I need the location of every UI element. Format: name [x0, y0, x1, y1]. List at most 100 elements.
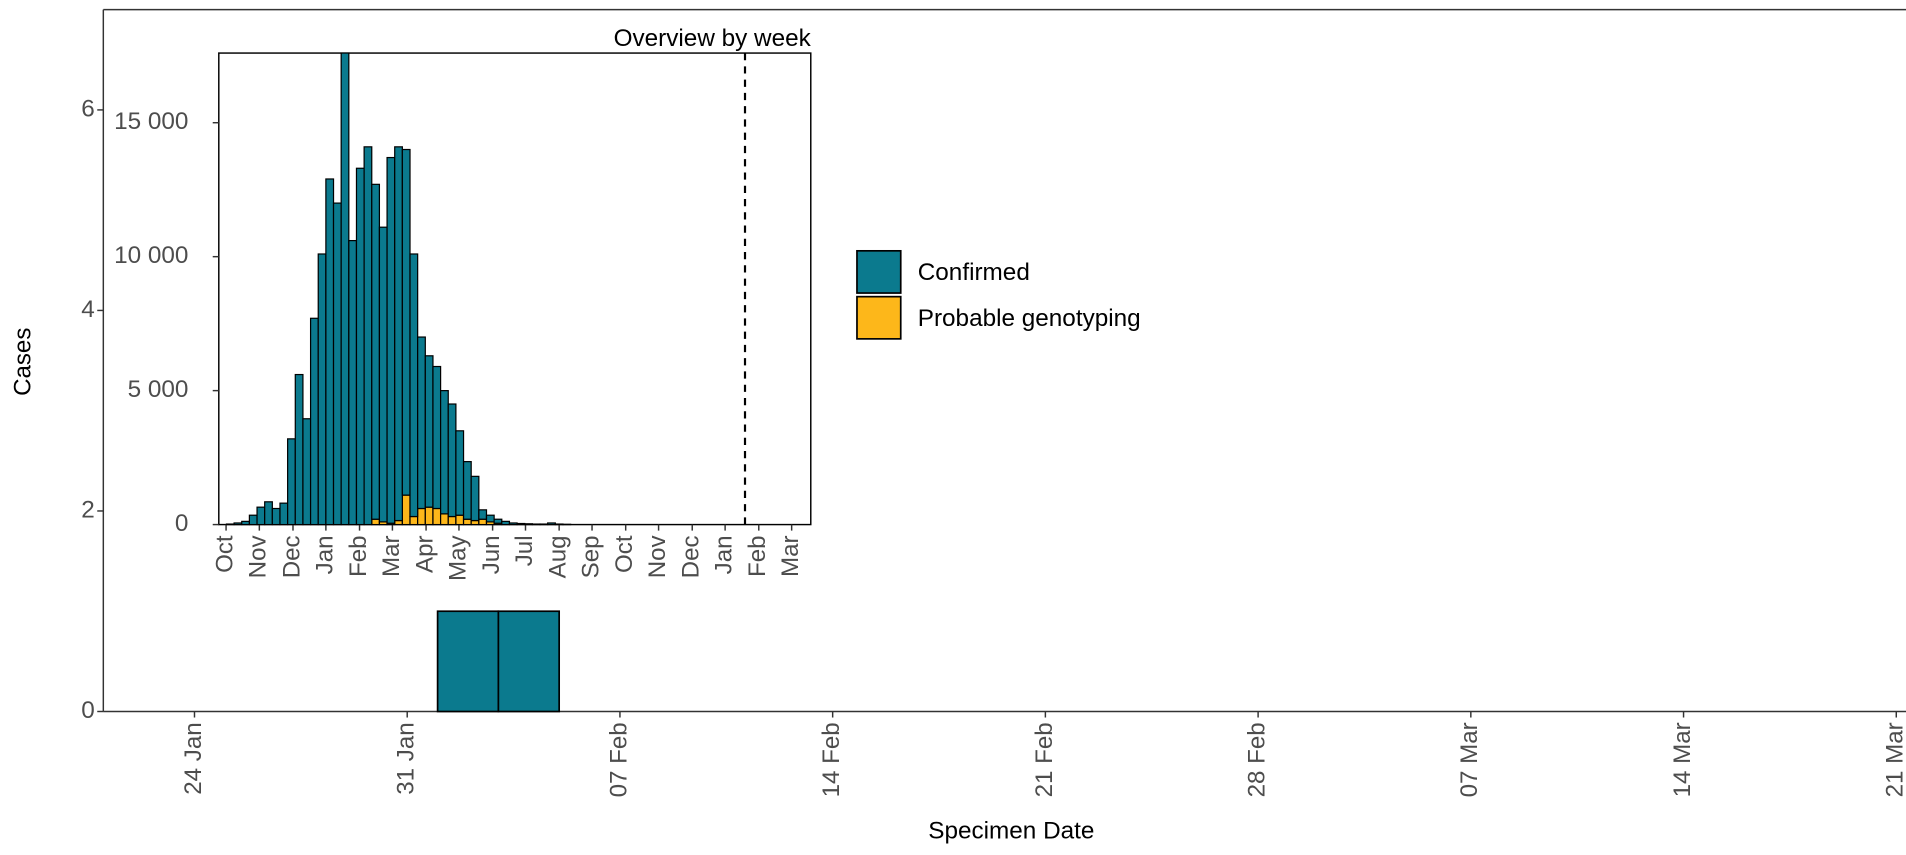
- bar: [547, 522, 556, 526]
- bar: [432, 507, 442, 526]
- bar: [554, 523, 564, 526]
- y-axis-title: Cases: [10, 328, 37, 396]
- x-tick-label: Jun: [478, 535, 505, 574]
- bar: [394, 146, 403, 522]
- x-tick-label: Aug: [544, 535, 571, 578]
- bar: [539, 523, 549, 526]
- bar: [447, 403, 457, 518]
- bar: [309, 317, 319, 526]
- legend-swatch: [856, 295, 902, 340]
- y-tick-label: 6: [81, 95, 95, 122]
- bar: [248, 514, 258, 526]
- bar: [317, 253, 327, 526]
- x-tick-label: Nov: [245, 535, 272, 579]
- x-tick-label: 07 Mar: [1456, 722, 1483, 797]
- bar: [409, 253, 419, 518]
- x-tick-label: Nov: [644, 535, 671, 579]
- bar: [470, 475, 480, 522]
- bar: [439, 513, 449, 526]
- bar: [256, 506, 266, 526]
- legend-label: Probable genotyping: [918, 305, 1141, 332]
- bar: [524, 523, 533, 526]
- x-tick-label: Sep: [577, 535, 604, 578]
- x-tick-label: 24 Jan: [180, 722, 207, 794]
- bar: [401, 494, 411, 526]
- bar: [501, 520, 511, 526]
- bar: [417, 507, 426, 526]
- x-tick-label: 28 Feb: [1243, 722, 1270, 797]
- bar: [409, 515, 419, 526]
- bar: [386, 156, 396, 524]
- x-tick-label: May: [444, 535, 471, 581]
- legend-label: Confirmed: [918, 259, 1030, 286]
- legend-swatch: [856, 249, 902, 294]
- bar: [455, 514, 465, 526]
- x-tick-label: 14 Feb: [818, 722, 845, 797]
- x-tick-label: 21 Feb: [1031, 722, 1058, 797]
- x-tick-label: Dec: [278, 535, 305, 578]
- bar: [302, 418, 312, 526]
- bar: [355, 167, 365, 526]
- y-tick-label: 2: [81, 496, 95, 523]
- bar: [371, 183, 381, 520]
- bar: [439, 390, 449, 515]
- bar: [493, 518, 503, 524]
- bar: [455, 430, 465, 516]
- x-tick-label: 14 Mar: [1669, 722, 1696, 797]
- x-tick-label: Feb: [744, 535, 771, 577]
- bar: [432, 365, 442, 510]
- x-tick-label: Mar: [777, 535, 804, 577]
- y-tick-label: 10 000: [114, 242, 188, 269]
- x-tick-label: Oct: [211, 535, 238, 573]
- bar: [233, 522, 243, 526]
- bar: [378, 226, 388, 523]
- x-tick-label: Mar: [378, 535, 405, 577]
- x-tick-label: 07 Feb: [605, 722, 632, 797]
- bar: [531, 523, 541, 526]
- y-tick-label: 0: [175, 510, 189, 537]
- bar: [225, 523, 235, 526]
- bar: [363, 146, 373, 526]
- x-tick-label: Dec: [678, 535, 705, 578]
- bar: [417, 336, 426, 510]
- bar: [340, 52, 350, 526]
- x-tick-label: Feb: [345, 535, 372, 577]
- x-tick-label: 31 Jan: [393, 722, 420, 794]
- bar: [241, 520, 251, 526]
- bar: [271, 507, 281, 526]
- x-tick-label: Jan: [311, 535, 338, 574]
- y-tick-label: 15 000: [114, 108, 188, 135]
- x-tick-label: Apr: [411, 535, 438, 573]
- bar: [478, 518, 488, 526]
- bar: [348, 239, 358, 526]
- x-tick-label: 21 Mar: [1882, 722, 1906, 797]
- bar: [436, 610, 500, 713]
- y-tick-label: 4: [81, 296, 95, 323]
- bar: [447, 515, 457, 526]
- bar: [508, 522, 518, 526]
- y-tick-label: 0: [81, 697, 95, 724]
- bar: [478, 509, 488, 520]
- bar: [462, 461, 472, 520]
- bar: [462, 518, 472, 526]
- bar: [279, 502, 289, 526]
- bar: [485, 514, 495, 523]
- bar: [424, 506, 434, 526]
- bar: [371, 518, 381, 526]
- inset-title: Overview by week: [614, 25, 812, 52]
- x-tick-label: Jan: [710, 535, 737, 574]
- bar: [325, 178, 335, 526]
- bar: [424, 355, 434, 508]
- bar: [516, 522, 526, 526]
- x-axis-title: Specimen Date: [928, 818, 1094, 845]
- bar: [264, 501, 273, 526]
- bar: [497, 610, 561, 713]
- x-tick-label: Jul: [511, 535, 538, 566]
- bar: [332, 202, 342, 526]
- bar: [294, 373, 304, 526]
- x-tick-label: Oct: [611, 535, 638, 573]
- bar: [401, 148, 411, 496]
- bar: [287, 438, 296, 526]
